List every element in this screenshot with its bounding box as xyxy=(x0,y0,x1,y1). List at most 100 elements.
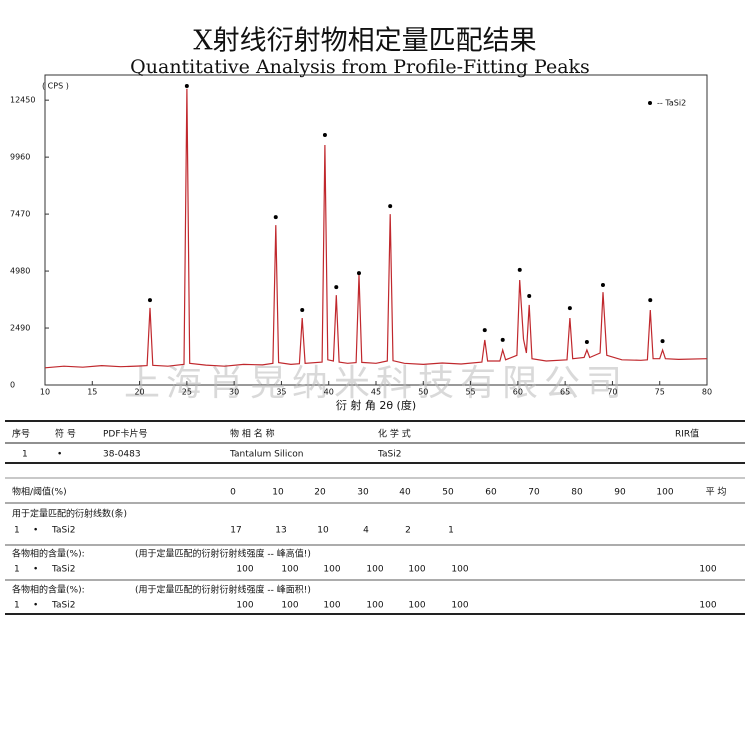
threshold-value: 70 xyxy=(528,488,540,498)
line-count: 1 xyxy=(448,526,454,536)
y-tick-label: 9960 xyxy=(10,153,30,162)
legend-label: -- TaSi2 xyxy=(657,99,686,108)
x-tick-label: 20 xyxy=(134,388,144,397)
row-phase: TaSi2 xyxy=(51,526,75,536)
peak-marker xyxy=(322,132,327,137)
x-tick-label: 10 xyxy=(40,388,50,397)
peak-marker xyxy=(660,339,665,344)
threshold-value: 0 xyxy=(230,488,236,498)
chart-subtitle: Quantitative Analysis from Profile-Fitti… xyxy=(130,56,590,78)
watermark: 上海肖晃纳米科技有限公司 xyxy=(124,363,628,404)
line-count: 4 xyxy=(363,526,369,536)
x-tick-label: 75 xyxy=(655,388,665,397)
plot-frame xyxy=(44,74,708,386)
peak-marker xyxy=(388,204,393,209)
x-tick-label: 35 xyxy=(276,388,286,397)
peak-marker xyxy=(147,298,152,303)
average-label: 平 均 xyxy=(706,486,727,498)
y-tick-label: 2490 xyxy=(10,324,30,333)
row-index: 1 xyxy=(14,565,20,575)
legend-marker xyxy=(648,101,652,105)
peak-marker xyxy=(273,215,278,220)
threshold-value: 100 xyxy=(656,488,673,498)
chart-title: X射线衍射物相定量匹配结果 xyxy=(193,26,536,57)
row-index: 1 xyxy=(14,526,20,536)
peak-marker xyxy=(300,307,305,312)
x-tick-label: 50 xyxy=(418,388,428,397)
peak-marker xyxy=(356,271,361,276)
content-value: 100 xyxy=(366,601,383,611)
x-tick-label: 25 xyxy=(182,388,192,397)
content-average: 100 xyxy=(699,565,716,575)
peak-marker xyxy=(184,83,189,88)
content-value: 100 xyxy=(281,601,298,611)
x-tick-label: 30 xyxy=(229,388,239,397)
threshold-value: 90 xyxy=(614,488,626,498)
x-axis-label: 衍 射 角 2θ (度) xyxy=(336,398,416,412)
diffraction-line xyxy=(44,88,708,369)
table-cell: TaSi2 xyxy=(377,450,401,460)
row-symbol: • xyxy=(33,526,38,536)
row-symbol: • xyxy=(33,601,38,611)
x-tick-label: 15 xyxy=(87,388,97,397)
content-value: 100 xyxy=(366,565,383,575)
content-value: 100 xyxy=(281,565,298,575)
threshold-value: 40 xyxy=(399,488,411,498)
peak-marker xyxy=(584,339,589,344)
content-value: 100 xyxy=(236,565,253,575)
peak-marker xyxy=(500,337,505,342)
threshold-value: 60 xyxy=(485,488,497,498)
table-cell: • xyxy=(57,450,62,460)
row-phase: TaSi2 xyxy=(51,601,75,611)
section-note: (用于定量匹配的衍射衍射线强度 -- 峰高值!) xyxy=(135,548,311,560)
y-tick-label: 0 xyxy=(10,381,15,390)
section-label: 各物相的含量(%): xyxy=(12,548,85,560)
line-count: 10 xyxy=(317,526,329,536)
table-header: RIR值 xyxy=(675,428,699,440)
peak-marker xyxy=(600,283,605,288)
x-tick-label: 65 xyxy=(560,388,570,397)
peak-marker xyxy=(517,267,522,272)
threshold-value: 50 xyxy=(442,488,454,498)
x-tick-label: 70 xyxy=(607,388,617,397)
threshold-value: 20 xyxy=(314,488,326,498)
row-symbol: • xyxy=(33,565,38,575)
x-tick-label: 40 xyxy=(324,388,334,397)
section-note: (用于定量匹配的衍射衍射线强度 -- 峰面积!) xyxy=(135,584,311,596)
content-value: 100 xyxy=(408,565,425,575)
line-count: 17 xyxy=(230,526,241,536)
y-tick-label: 7470 xyxy=(10,210,30,219)
content-value: 100 xyxy=(323,565,340,575)
content-value: 100 xyxy=(236,601,253,611)
peak-marker xyxy=(527,294,532,299)
table-cell: 38-0483 xyxy=(103,450,141,460)
table-cell: Tantalum Silicon xyxy=(229,450,303,460)
y-tick-label: 4980 xyxy=(10,267,30,276)
table-header: PDF卡片号 xyxy=(103,428,148,440)
content-value: 100 xyxy=(323,601,340,611)
line-count: 2 xyxy=(405,526,411,536)
x-tick-label: 60 xyxy=(513,388,523,397)
peak-marker xyxy=(567,306,572,311)
section-label: 各物相的含量(%): xyxy=(12,584,85,596)
threshold-value: 30 xyxy=(357,488,369,498)
section-label: 用于定量匹配的衍射线数(条) xyxy=(12,508,127,520)
x-tick-label: 80 xyxy=(702,388,712,397)
table-cell: 1 xyxy=(22,450,28,460)
y-tick-label: 12450 xyxy=(10,96,35,105)
table-header: 序号 xyxy=(12,428,30,440)
content-value: 100 xyxy=(408,601,425,611)
x-tick-label: 45 xyxy=(371,388,381,397)
content-average: 100 xyxy=(699,601,716,611)
peak-marker xyxy=(648,298,653,303)
table-header: 化 学 式 xyxy=(378,428,411,440)
threshold-label: 物相/阈值(%) xyxy=(12,486,67,498)
line-count: 13 xyxy=(275,526,286,536)
x-tick-label: 55 xyxy=(465,388,475,397)
row-phase: TaSi2 xyxy=(51,565,75,575)
content-value: 100 xyxy=(451,601,468,611)
threshold-value: 80 xyxy=(571,488,583,498)
content-value: 100 xyxy=(451,565,468,575)
peak-marker xyxy=(334,285,339,290)
